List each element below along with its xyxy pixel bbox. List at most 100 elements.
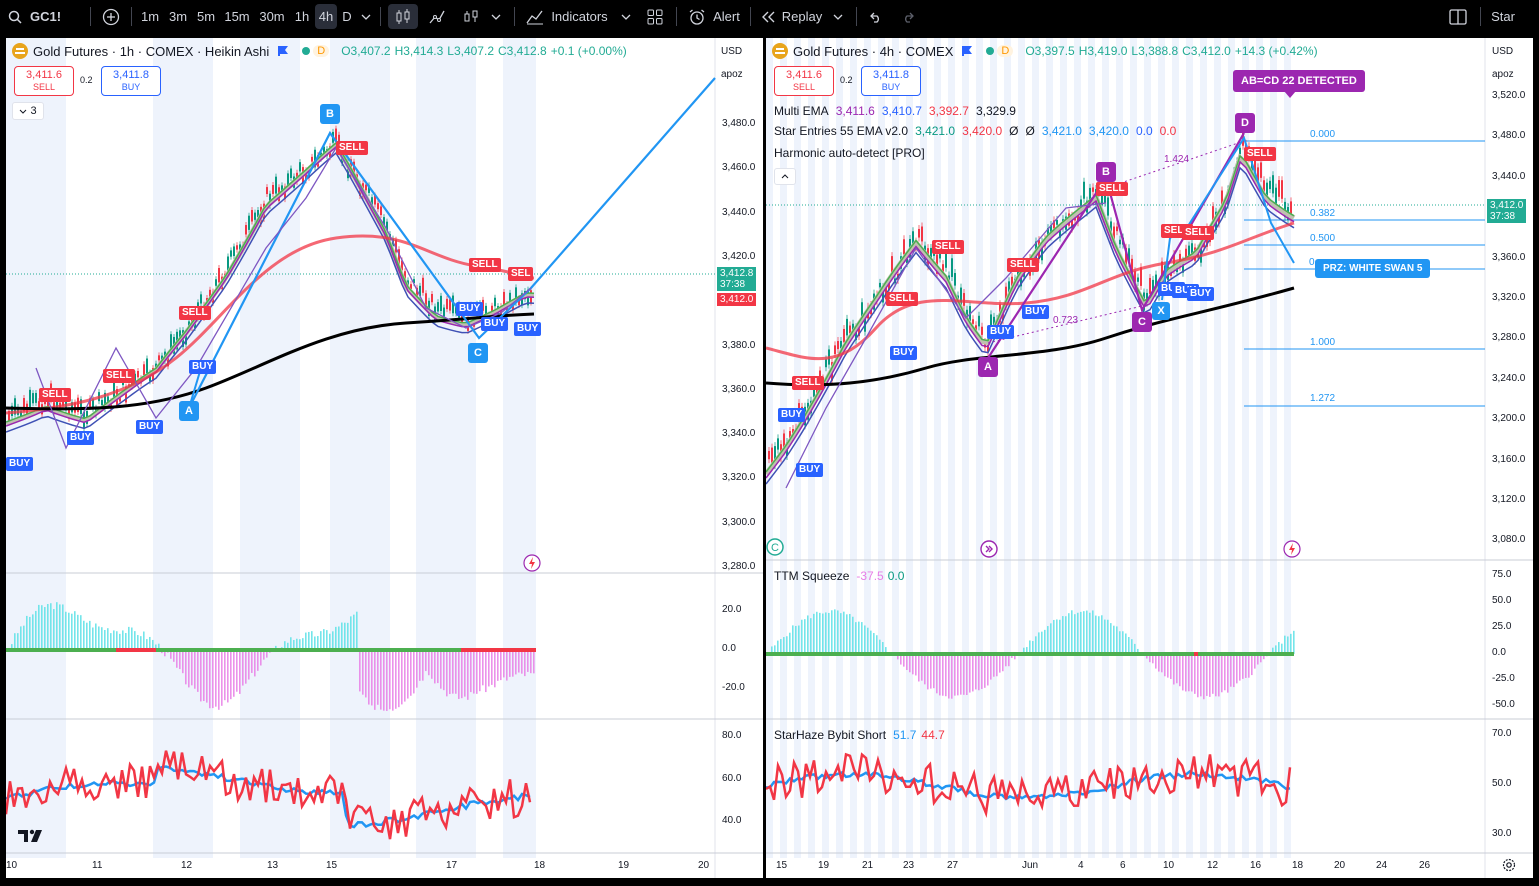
templates-button[interactable] — [643, 4, 667, 29]
osc-bar — [473, 650, 475, 694]
right-ohlc-change: +14.3 (+0.42%) — [1234, 44, 1318, 58]
interval-3m[interactable]: 3m — [168, 9, 188, 24]
right-chart-pane[interactable]: Gold Futures · 4h · COMEX D O3,397.5 H3,… — [766, 38, 1533, 878]
candle-body — [963, 293, 965, 306]
interval-30m[interactable]: 30m — [259, 9, 285, 24]
ttm-bar — [1116, 626, 1118, 654]
left-buy-button[interactable]: 3,411.8 BUY — [101, 66, 161, 96]
candle-body — [281, 185, 283, 192]
undo-button[interactable] — [864, 4, 886, 29]
c-circle-icon[interactable]: C — [766, 538, 784, 556]
left-sell-button[interactable]: 3,411.6 SELL — [14, 66, 74, 96]
axis-tick-label: 3,120.0 — [1492, 494, 1526, 505]
ttm-bar — [942, 654, 944, 696]
right-collapse-indicators[interactable] — [774, 168, 796, 185]
candle-body — [1266, 182, 1268, 197]
interval-dropdown[interactable] — [358, 4, 374, 29]
settings-gear-icon[interactable] — [1502, 858, 1516, 872]
interval-1m[interactable]: 1m — [140, 9, 160, 24]
osc-bar — [332, 631, 334, 650]
fib-label-0: 0.000 — [1310, 129, 1336, 140]
candle-body — [92, 399, 94, 409]
replay-dropdown[interactable] — [830, 4, 846, 29]
add-symbol-button[interactable] — [100, 4, 122, 29]
tradingview-logo-icon[interactable] — [18, 828, 46, 844]
left-price-tag-2: 3,412.0 — [717, 293, 757, 306]
harmonic-legend[interactable]: Harmonic auto-detect [PRO] — [774, 146, 925, 160]
left-chart-canvas[interactable] — [6, 38, 763, 878]
candle-body — [1185, 248, 1187, 259]
interval-4h[interactable]: 4h — [315, 4, 337, 29]
axis-tick-label: 50.0 — [1492, 778, 1512, 789]
candle-body — [416, 287, 418, 297]
ttm-bar — [1272, 647, 1274, 654]
ttm-legend[interactable]: TTM Squeeze -37.5 0.0 — [774, 569, 904, 583]
osc-bar — [233, 650, 235, 697]
osc-bar — [41, 605, 43, 650]
candle-body — [170, 334, 172, 351]
haze-legend[interactable]: StarHaze Bybit Short 51.7 44.7 — [774, 728, 945, 742]
time-tick-label: 4 — [1078, 860, 1084, 871]
interval-5m[interactable]: 5m — [196, 9, 216, 24]
right-sell-button[interactable]: 3,411.6 SELL — [774, 66, 834, 96]
left-chart-title[interactable]: Gold Futures · 1h · COMEX · Heikin Ashi — [33, 43, 270, 59]
replay-button[interactable]: Replay — [758, 4, 824, 29]
lightning-alert-icon[interactable] — [523, 554, 541, 572]
right-chart-title[interactable]: Gold Futures · 4h · COMEX — [793, 43, 954, 59]
interval-1h[interactable]: 1h — [294, 9, 310, 24]
ttm-bar — [774, 645, 776, 654]
bars-style-button[interactable] — [458, 4, 484, 29]
redo-button[interactable] — [898, 4, 920, 29]
osc-bar — [149, 636, 151, 650]
osc-bar — [95, 623, 97, 650]
right-signal-buy: BUY — [987, 325, 1015, 339]
ttm-bar — [1170, 654, 1172, 679]
candle-body — [921, 226, 923, 242]
delay-badge: D — [997, 45, 1014, 57]
chevron-down-icon — [833, 14, 843, 20]
left-collapse-indicators[interactable]: 3 — [12, 102, 44, 120]
ttm-bar — [972, 654, 974, 692]
ttm-bar — [1239, 654, 1241, 681]
star-layout-button[interactable]: Star — [1491, 9, 1515, 24]
candle-body — [371, 197, 373, 209]
flag-icon[interactable] — [277, 45, 289, 57]
candles-button[interactable] — [388, 4, 418, 29]
right-scale-mode[interactable]: apoz — [1492, 69, 1514, 80]
chart-style-dropdown[interactable] — [488, 4, 504, 29]
ttm-bar — [993, 654, 995, 677]
multi-ema-legend[interactable]: Multi EMA 3,411.6 3,410.7 3,392.7 3,329.… — [774, 104, 1016, 118]
session-band — [6, 38, 66, 858]
lightning-alert-icon[interactable] — [1283, 540, 1301, 558]
osc-bar — [242, 650, 244, 686]
osc-bar — [311, 631, 313, 650]
osc-bar — [80, 615, 82, 650]
candle-body — [161, 355, 163, 361]
chart-type-button[interactable] — [424, 4, 450, 29]
layout-button[interactable] — [1446, 4, 1470, 29]
indicators-button[interactable]: Indicators — [524, 4, 610, 29]
ttm-bar — [825, 612, 827, 654]
ttm-bar — [1113, 625, 1115, 654]
left-chart-pane[interactable]: Gold Futures · 1h · COMEX · Heikin Ashi … — [6, 38, 763, 878]
indicators-dropdown[interactable] — [618, 4, 634, 29]
star-entries-name: Star Entries 55 EMA v2.0 — [774, 124, 909, 138]
right-buy-button[interactable]: 3,411.8 BUY — [861, 66, 921, 96]
left-currency[interactable]: USD — [721, 46, 743, 57]
symbol-search[interactable]: GC1! — [8, 0, 61, 33]
right-currency[interactable]: USD — [1492, 46, 1514, 57]
candle-body — [1161, 261, 1163, 278]
interval-d[interactable]: D — [342, 9, 352, 24]
forward-circle-icon[interactable] — [980, 540, 998, 558]
right-chart-canvas[interactable] — [766, 38, 1533, 878]
flag-icon[interactable] — [961, 45, 973, 57]
candle-body — [1281, 180, 1283, 199]
redo-icon — [901, 11, 917, 23]
left-scale-mode[interactable]: apoz — [721, 69, 743, 80]
star-entries-legend[interactable]: Star Entries 55 EMA v2.0 3,421.0 3,420.0… — [774, 124, 1176, 138]
right-point-a: A — [978, 357, 998, 377]
alert-button[interactable]: Alert — [684, 4, 744, 29]
candle-body — [8, 410, 10, 423]
ttm-bar — [1089, 612, 1091, 654]
interval-15m[interactable]: 15m — [224, 9, 250, 24]
